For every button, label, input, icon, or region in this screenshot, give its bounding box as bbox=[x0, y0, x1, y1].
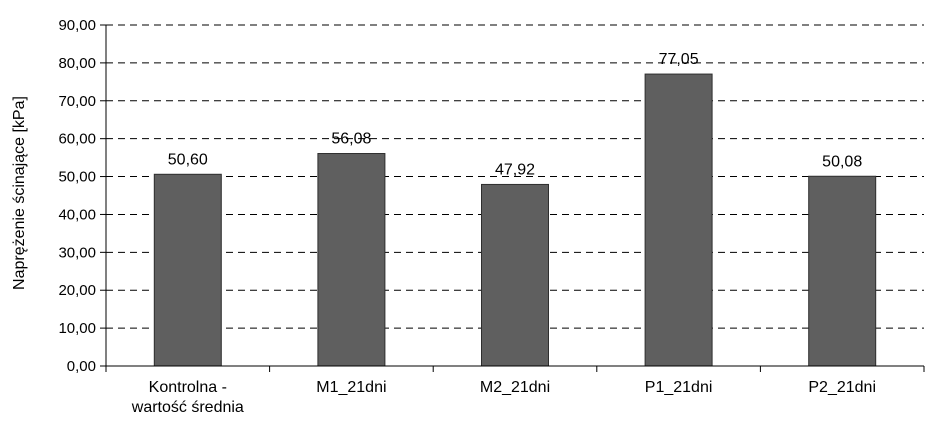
labels: 0,00 10,00 20,00 30,00 40,00 50,00 60,00 70,00 8… bbox=[58, 17, 876, 416]
bar bbox=[644, 73, 713, 367]
x-category-label: M1_21dni bbox=[316, 379, 386, 396]
y-tick-label: 90,00 bbox=[58, 17, 96, 34]
data-label: 56,08 bbox=[331, 131, 371, 148]
y-tick-label: 40,00 bbox=[58, 206, 96, 223]
y-tick-label: 0,00 bbox=[67, 358, 96, 375]
data-label: 50,08 bbox=[822, 153, 862, 170]
y-tick-label: 50,00 bbox=[58, 169, 96, 186]
bar bbox=[153, 173, 222, 367]
x-category-label: wartość średnia bbox=[131, 399, 244, 416]
axes bbox=[100, 24, 925, 372]
y-tick-label: 30,00 bbox=[58, 244, 96, 261]
bars bbox=[153, 73, 877, 367]
y-tick-label: 10,00 bbox=[58, 320, 96, 337]
x-category-label: Kontrolna - bbox=[149, 379, 227, 396]
y-axis-title: Naprężenie ścinające [kPa] bbox=[11, 96, 28, 290]
y-tick-label: 60,00 bbox=[58, 131, 96, 148]
x-category-label: P1_21dni bbox=[645, 379, 713, 396]
y-tick-label: 20,00 bbox=[58, 282, 96, 299]
y-tick-label: 70,00 bbox=[58, 93, 96, 110]
data-label: 77,05 bbox=[659, 51, 699, 68]
bar bbox=[808, 175, 877, 367]
bar bbox=[481, 183, 549, 367]
bar bbox=[317, 153, 386, 367]
y-tick-label: 80,00 bbox=[58, 55, 96, 72]
x-category-label: P2_21dni bbox=[808, 379, 876, 396]
x-category-label: M2_21dni bbox=[480, 379, 550, 396]
data-label: 47,92 bbox=[495, 161, 535, 178]
data-label: 50,60 bbox=[168, 151, 208, 168]
